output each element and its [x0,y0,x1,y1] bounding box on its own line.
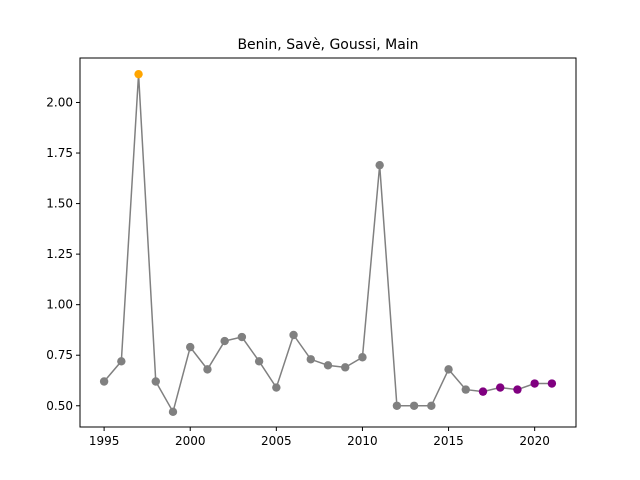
y-tick-label: 1.25 [46,247,73,261]
data-point [254,357,264,366]
data-point [186,342,195,352]
data-point [461,385,470,394]
data-point [392,401,402,410]
y-tick-label: 1.00 [46,298,73,312]
data-point [496,383,505,392]
data-point [99,377,109,386]
data-point [134,69,143,79]
data-point [513,385,522,394]
data-point [427,401,436,410]
data-point [409,401,419,410]
x-tick-label: 2020 [519,434,550,448]
chart-title: Benin, Savè, Goussi, Main [237,37,418,53]
data-point [220,336,229,346]
data-point [478,387,488,396]
data-point [375,160,384,170]
data-point [341,363,350,372]
data-point [306,355,315,364]
data-point [444,365,453,374]
data-point [117,357,126,366]
plot-area: 1995 2000 2005 2010 2015 2020 0.50 0.75 1.00 1.25… [46,69,557,448]
x-tick-label: 1995 [89,434,120,448]
data-point [358,353,367,362]
data-point [203,365,212,374]
y-tick-label: 2.00 [46,95,73,109]
data-point [530,379,539,388]
data-point [289,330,298,340]
y-tick-label: 1.50 [46,197,73,211]
data-point [151,377,160,386]
data-point [168,407,178,417]
y-tick-label: 0.50 [46,399,73,413]
plot-frame [79,57,577,428]
data-point [323,361,333,370]
x-tick-label: 2000 [175,434,206,448]
data-point [237,332,247,342]
x-tick-label: 2005 [261,434,292,448]
x-tick-label: 2010 [347,434,378,448]
data-point [547,379,557,388]
data-point [272,383,281,392]
y-tick-label: 1.75 [46,146,73,160]
y-tick-label: 0.75 [46,348,73,362]
x-tick-label: 2015 [433,434,464,448]
